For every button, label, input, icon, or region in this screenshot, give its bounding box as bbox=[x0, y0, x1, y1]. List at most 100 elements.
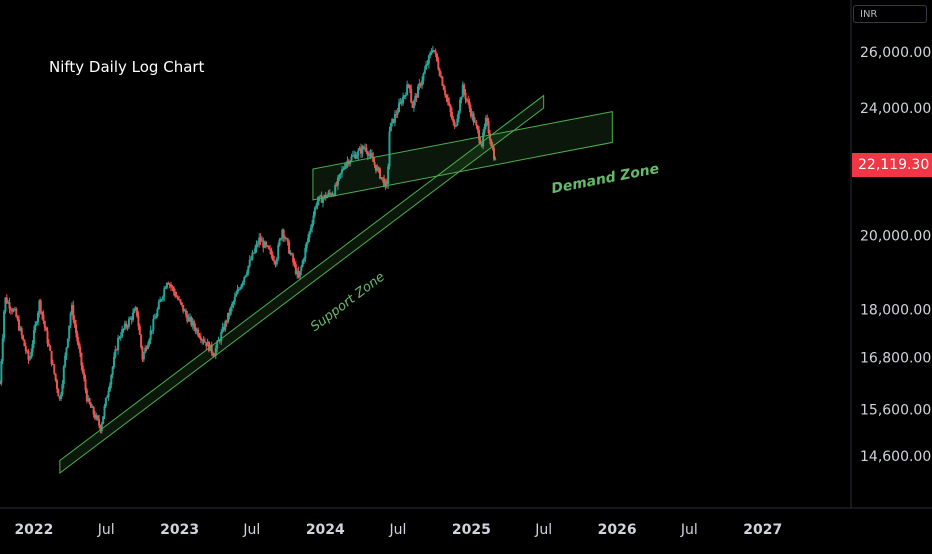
candle-body bbox=[104, 397, 107, 407]
candle-body bbox=[320, 195, 323, 203]
support-zone[interactable] bbox=[59, 94, 545, 474]
candle-body bbox=[122, 328, 125, 330]
candle-body bbox=[366, 152, 369, 156]
candle-body bbox=[368, 154, 371, 156]
candle-body bbox=[473, 121, 476, 123]
candle-body bbox=[64, 355, 67, 367]
candle-body bbox=[427, 55, 430, 64]
candle-body bbox=[92, 406, 95, 415]
candle-body bbox=[468, 101, 471, 109]
candle-body bbox=[305, 242, 308, 248]
candle-body bbox=[391, 118, 394, 123]
candle-body bbox=[431, 50, 434, 53]
price-tick-label: 20,000.00 bbox=[860, 229, 931, 245]
candle-body bbox=[212, 352, 215, 356]
candle-body bbox=[174, 291, 177, 297]
candle-body bbox=[57, 388, 60, 397]
candle-body bbox=[0, 383, 1, 385]
candle-body bbox=[250, 259, 253, 261]
candle-body bbox=[47, 343, 50, 346]
candle-body bbox=[7, 302, 10, 304]
candle-body bbox=[202, 339, 205, 342]
candle-body bbox=[84, 379, 87, 390]
candle-body bbox=[456, 118, 459, 126]
candle-body bbox=[404, 95, 407, 97]
candle-body bbox=[24, 345, 27, 351]
candle-body bbox=[80, 352, 83, 366]
candle-body bbox=[96, 415, 99, 420]
candle-body bbox=[30, 352, 33, 359]
candle-body bbox=[323, 194, 326, 199]
candle-body bbox=[387, 166, 390, 185]
candle-body bbox=[370, 153, 373, 157]
candle-body bbox=[17, 319, 20, 331]
candle-body bbox=[244, 275, 247, 278]
candle-body bbox=[245, 272, 248, 276]
candle-body bbox=[361, 146, 364, 154]
candle-body bbox=[133, 309, 136, 313]
candle-body bbox=[377, 167, 380, 169]
candle-body bbox=[0, 361, 3, 384]
candle-body bbox=[183, 310, 186, 312]
candle-body bbox=[146, 344, 149, 349]
candle-body bbox=[12, 309, 15, 312]
candle-body bbox=[378, 168, 381, 179]
candle-body bbox=[5, 297, 8, 304]
candle-body bbox=[45, 327, 48, 331]
candle-body bbox=[169, 284, 172, 287]
candle-body bbox=[319, 195, 322, 197]
candle-body bbox=[321, 198, 324, 203]
candle-body bbox=[194, 327, 197, 332]
candle-body bbox=[175, 296, 178, 298]
price-tick-label: 14,600.00 bbox=[860, 449, 931, 465]
candle-body bbox=[27, 351, 30, 360]
candle-body bbox=[264, 241, 267, 246]
time-tick-label: 2023 bbox=[160, 522, 199, 538]
candle-body bbox=[226, 312, 229, 323]
time-tick-label: Jul bbox=[534, 522, 552, 538]
currency-badge[interactable]: INR bbox=[853, 5, 927, 23]
candle-body bbox=[459, 99, 462, 112]
candle-body bbox=[271, 255, 274, 261]
candle-body bbox=[313, 207, 316, 216]
candle-body bbox=[444, 90, 447, 96]
candles-layer bbox=[0, 45, 497, 434]
candle-body bbox=[142, 352, 145, 360]
candle-body bbox=[129, 318, 132, 320]
candle-body bbox=[127, 319, 130, 327]
candle-body bbox=[465, 98, 468, 101]
candle-body bbox=[269, 248, 272, 251]
candle-body bbox=[480, 143, 483, 147]
candle-body bbox=[118, 337, 121, 339]
price-tick-label: 24,000.00 bbox=[860, 101, 931, 117]
candle-body bbox=[159, 300, 162, 303]
candle-body bbox=[8, 302, 11, 309]
candle-body bbox=[188, 317, 191, 319]
time-tick-label: 2025 bbox=[452, 522, 491, 538]
candle-body bbox=[87, 398, 90, 402]
candle-body bbox=[168, 284, 171, 286]
candle-body bbox=[440, 75, 443, 77]
candle-body bbox=[263, 241, 266, 248]
candle-body bbox=[150, 330, 153, 332]
candle-body bbox=[197, 329, 200, 336]
candle-body bbox=[298, 271, 301, 278]
candle-body bbox=[397, 103, 400, 112]
candle-body bbox=[171, 286, 174, 288]
candle-body bbox=[469, 108, 472, 117]
candle-body bbox=[448, 102, 451, 106]
candle-body bbox=[364, 147, 367, 149]
candle-body bbox=[206, 341, 209, 347]
candle-body bbox=[331, 194, 334, 196]
candle-body bbox=[373, 161, 376, 165]
candle-body bbox=[252, 252, 255, 254]
candle-body bbox=[121, 329, 124, 337]
candle-body bbox=[354, 154, 357, 159]
demand-zone[interactable] bbox=[312, 110, 613, 201]
candle-body bbox=[362, 146, 365, 149]
candle-body bbox=[460, 97, 463, 100]
candle-body bbox=[85, 389, 88, 402]
candle-body bbox=[267, 246, 270, 249]
